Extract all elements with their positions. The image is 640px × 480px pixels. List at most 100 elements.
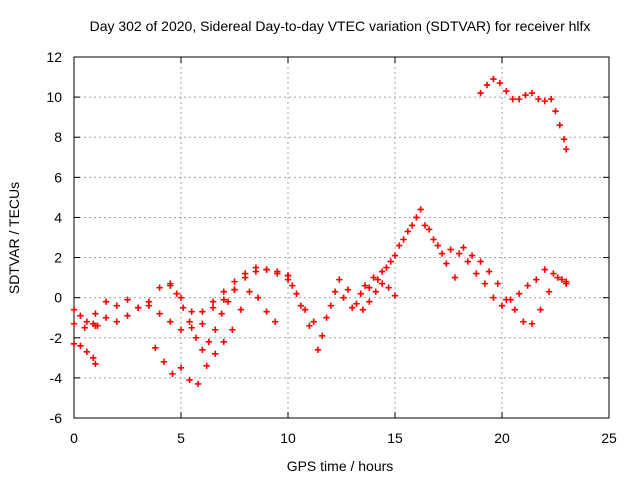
data-point xyxy=(438,250,446,257)
data-point xyxy=(554,274,561,281)
data-points xyxy=(70,75,570,388)
y-tick-label: -2 xyxy=(50,330,63,346)
data-point xyxy=(289,282,296,289)
data-point xyxy=(102,298,110,305)
data-point xyxy=(237,306,245,313)
data-point xyxy=(344,286,352,293)
y-tick-label: 2 xyxy=(54,250,62,266)
data-point xyxy=(522,91,529,99)
data-point xyxy=(323,314,330,321)
data-point xyxy=(83,348,91,356)
data-point xyxy=(224,298,232,305)
data-point xyxy=(391,252,399,259)
data-point xyxy=(192,334,200,341)
data-point xyxy=(113,318,120,325)
data-point xyxy=(314,346,322,354)
data-point xyxy=(203,362,210,370)
data-point xyxy=(327,302,334,309)
data-point xyxy=(274,270,281,277)
data-point xyxy=(156,310,163,317)
y-tick-label: 8 xyxy=(54,129,62,145)
data-point xyxy=(413,214,420,221)
data-point xyxy=(370,274,377,281)
data-point xyxy=(77,312,84,319)
data-point xyxy=(246,288,253,295)
data-point xyxy=(254,294,262,301)
chart-title: Day 302 of 2020, Sidereal Day-to-day VTE… xyxy=(90,18,591,34)
data-point xyxy=(336,276,343,283)
y-tick-label: 12 xyxy=(46,49,62,65)
data-point xyxy=(145,298,153,305)
data-point xyxy=(90,354,97,362)
x-tick-label: 25 xyxy=(601,430,617,446)
series-track-c xyxy=(70,340,99,368)
data-point xyxy=(359,306,367,313)
data-point xyxy=(209,304,217,311)
data-point xyxy=(94,322,101,329)
data-point xyxy=(556,121,563,129)
x-axis-label: GPS time / hours xyxy=(287,458,394,474)
data-point xyxy=(167,318,174,325)
data-point xyxy=(179,304,187,311)
plot-frame xyxy=(73,56,610,419)
data-point xyxy=(194,380,202,388)
data-point xyxy=(374,276,382,283)
series-track-i xyxy=(359,280,399,313)
data-point xyxy=(160,358,168,366)
data-point xyxy=(524,282,531,289)
data-point xyxy=(70,340,78,347)
data-point xyxy=(167,282,174,289)
data-point xyxy=(135,304,142,311)
data-point xyxy=(293,290,300,297)
series-track-h xyxy=(289,206,570,354)
data-point xyxy=(378,268,386,275)
data-point xyxy=(447,246,454,253)
data-point xyxy=(366,298,373,305)
data-point xyxy=(199,308,206,315)
data-point xyxy=(220,338,227,345)
data-point xyxy=(511,306,519,313)
data-point xyxy=(340,294,347,301)
data-point xyxy=(92,360,99,368)
data-point xyxy=(552,107,559,115)
data-point xyxy=(271,318,279,325)
data-point xyxy=(421,222,429,229)
data-point xyxy=(451,274,459,281)
y-tick-label: -6 xyxy=(50,410,63,426)
data-point xyxy=(509,95,516,103)
data-point xyxy=(349,304,356,311)
data-point xyxy=(357,290,364,297)
data-point xyxy=(301,306,309,313)
data-point xyxy=(481,280,489,287)
data-point xyxy=(310,318,317,325)
data-point xyxy=(503,87,510,95)
series-track-g xyxy=(284,214,570,339)
series-track-f xyxy=(167,282,238,354)
data-point xyxy=(477,258,484,265)
data-point xyxy=(177,294,185,301)
data-point xyxy=(563,278,570,285)
data-point xyxy=(391,292,399,299)
data-point xyxy=(473,270,480,277)
data-point xyxy=(468,252,476,259)
series-track-b xyxy=(70,306,101,329)
data-point xyxy=(535,95,542,103)
data-point xyxy=(515,290,523,297)
data-point xyxy=(212,326,219,333)
data-point xyxy=(205,338,213,345)
data-point xyxy=(490,294,497,301)
y-tick-label: 10 xyxy=(46,89,62,105)
data-point xyxy=(124,296,131,303)
data-point xyxy=(70,320,78,327)
data-point xyxy=(169,370,176,378)
data-point xyxy=(331,288,339,295)
y-axis-label: SDTVAR / TECUs xyxy=(6,182,22,294)
data-point xyxy=(385,284,392,291)
data-point xyxy=(503,296,510,303)
data-point xyxy=(434,242,441,249)
data-point xyxy=(186,376,193,384)
data-point xyxy=(156,284,163,291)
data-point xyxy=(284,272,292,279)
data-point xyxy=(81,324,88,331)
